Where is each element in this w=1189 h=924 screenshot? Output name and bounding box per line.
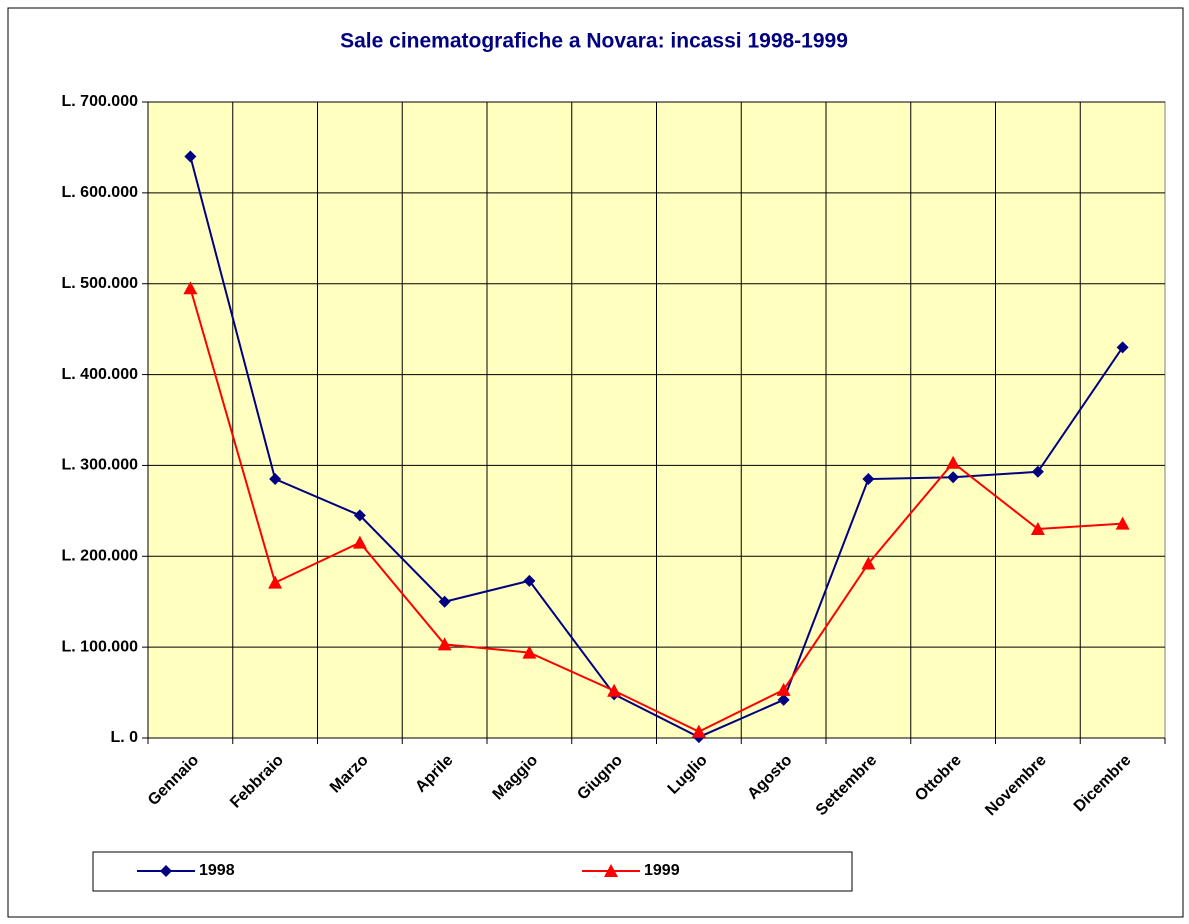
series-line bbox=[189, 156, 1124, 739]
data-point bbox=[353, 509, 366, 522]
data-point bbox=[777, 693, 790, 706]
data-point bbox=[1030, 522, 1045, 536]
legend-marker bbox=[604, 864, 618, 877]
chart-title: Sale cinematografiche a Novara: incassi … bbox=[340, 30, 848, 53]
data-point bbox=[1116, 341, 1129, 354]
data-point bbox=[862, 473, 875, 486]
y-tick-label: L. 100.000 bbox=[62, 638, 139, 655]
y-tick-label: L. 0 bbox=[110, 729, 138, 746]
data-point bbox=[1115, 516, 1130, 530]
series-line bbox=[189, 287, 1123, 733]
data-point bbox=[437, 637, 452, 651]
data-point bbox=[438, 595, 451, 608]
data-point bbox=[946, 455, 961, 469]
data-point bbox=[184, 150, 197, 163]
legend bbox=[92, 851, 853, 892]
data-point bbox=[183, 281, 198, 295]
legend-label: 1998 bbox=[199, 862, 235, 879]
data-point bbox=[947, 471, 960, 484]
data-point bbox=[776, 682, 791, 696]
y-tick-label: L. 700.000 bbox=[62, 93, 139, 110]
data-point bbox=[691, 724, 706, 738]
data-point bbox=[268, 575, 283, 589]
y-tick-label: L. 300.000 bbox=[62, 457, 139, 474]
y-tick-label: L. 400.000 bbox=[62, 366, 139, 383]
data-point bbox=[269, 473, 282, 486]
y-tick-label: L. 500.000 bbox=[62, 275, 139, 292]
data-point bbox=[1031, 465, 1044, 478]
y-tick-label: L. 600.000 bbox=[62, 184, 139, 201]
legend-marker bbox=[160, 865, 172, 877]
data-point bbox=[352, 535, 367, 549]
data-point bbox=[607, 683, 622, 697]
data-point bbox=[522, 645, 537, 659]
data-point bbox=[523, 574, 536, 587]
y-tick-label: L. 200.000 bbox=[62, 548, 139, 565]
legend-label: 1999 bbox=[644, 862, 680, 879]
data-point bbox=[861, 556, 876, 570]
